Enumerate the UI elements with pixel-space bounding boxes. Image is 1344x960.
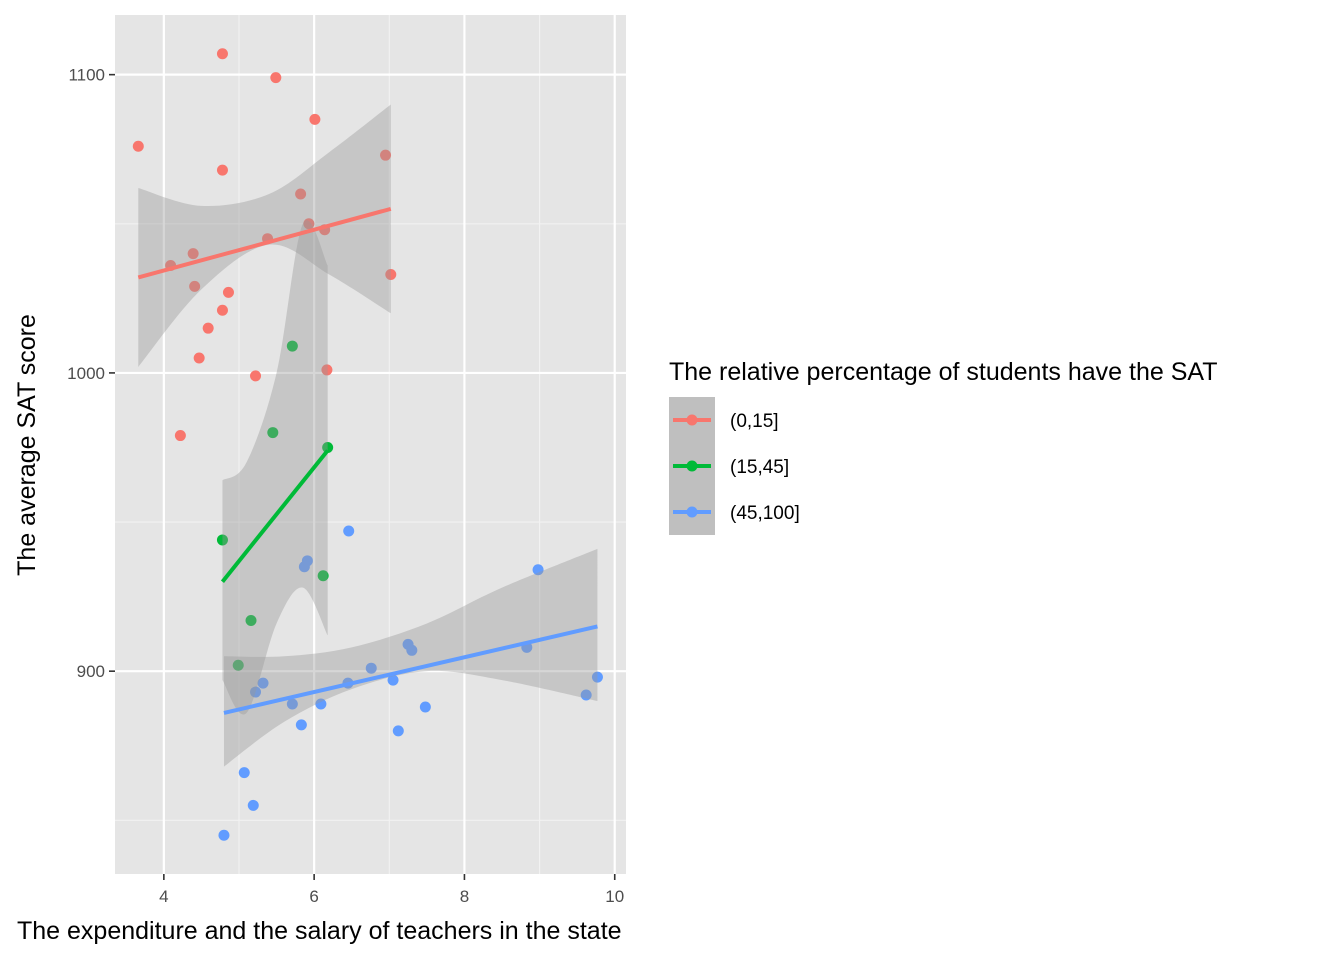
data-point: [132, 140, 144, 152]
data-point: [295, 188, 307, 200]
x-tick-label: 10: [605, 887, 624, 906]
y-tick-label: 1000: [67, 364, 105, 383]
x-axis-title: The expenditure and the salary of teache…: [17, 917, 622, 945]
data-point: [216, 48, 228, 60]
data-point: [257, 677, 269, 689]
data-point: [250, 686, 262, 698]
data-point: [301, 555, 313, 567]
data-point: [309, 113, 321, 125]
data-point: [245, 614, 257, 626]
data-point: [343, 525, 355, 537]
data-point: [286, 340, 298, 352]
y-axis-title: The average SAT score: [13, 314, 41, 576]
fit-line: [220, 449, 330, 583]
legend-title: The relative percentage of students have…: [669, 358, 1217, 386]
data-point: [591, 671, 603, 683]
fit-line: [223, 624, 598, 715]
data-point: [267, 427, 279, 439]
legend-key-point: [686, 414, 698, 426]
data-point: [250, 370, 262, 382]
data-point: [174, 430, 186, 442]
data-point: [202, 322, 214, 334]
data-point: [385, 268, 397, 280]
y-tick-label: 900: [77, 662, 105, 681]
x-tick-label: 4: [159, 887, 168, 906]
data-point: [218, 829, 230, 841]
data-point: [193, 352, 205, 364]
data-point: [322, 441, 334, 453]
data-point: [247, 799, 259, 811]
data-point: [238, 767, 250, 779]
data-point: [295, 719, 307, 731]
data-point: [216, 534, 228, 546]
data-point: [232, 659, 244, 671]
confidence-band: [138, 104, 391, 367]
legend: The relative percentage of students have…: [669, 358, 1217, 535]
data-point: [321, 364, 333, 376]
y-tick-label: 1100: [68, 66, 105, 85]
data-point: [216, 164, 228, 176]
confidence-band: [223, 548, 598, 767]
legend-key-point: [686, 506, 698, 518]
x-tick-label: 6: [309, 887, 318, 906]
data-point: [270, 72, 282, 84]
data-point: [187, 248, 199, 260]
legend-entry-label: (15,45]: [730, 457, 789, 478]
x-tick-label: 8: [460, 887, 469, 906]
data-point: [419, 701, 431, 713]
fit-lines: [137, 206, 598, 715]
data-point: [365, 662, 377, 674]
data-point: [303, 218, 315, 230]
data-point: [392, 725, 404, 737]
data-point: [189, 280, 201, 292]
data-point: [532, 564, 544, 576]
data-point: [222, 286, 234, 298]
data-point: [315, 698, 327, 710]
fit-line: [137, 206, 392, 280]
confidence-band: [222, 220, 328, 715]
plot-panel: [115, 15, 626, 874]
legend-key-point: [686, 460, 698, 472]
legend-entry-label: (0,15]: [730, 411, 779, 432]
data-point: [406, 644, 418, 656]
axes: 4 6 8 10 900 1000 1100: [67, 66, 624, 906]
data-point: [216, 304, 228, 316]
data-point: [387, 674, 399, 686]
data-point: [380, 149, 392, 161]
data-point: [286, 698, 298, 710]
data-point: [580, 689, 592, 701]
data-point: [317, 570, 329, 582]
data-points: [132, 48, 603, 841]
legend-entry-label: (45,100]: [730, 503, 800, 524]
confidence-bands: [138, 104, 598, 767]
